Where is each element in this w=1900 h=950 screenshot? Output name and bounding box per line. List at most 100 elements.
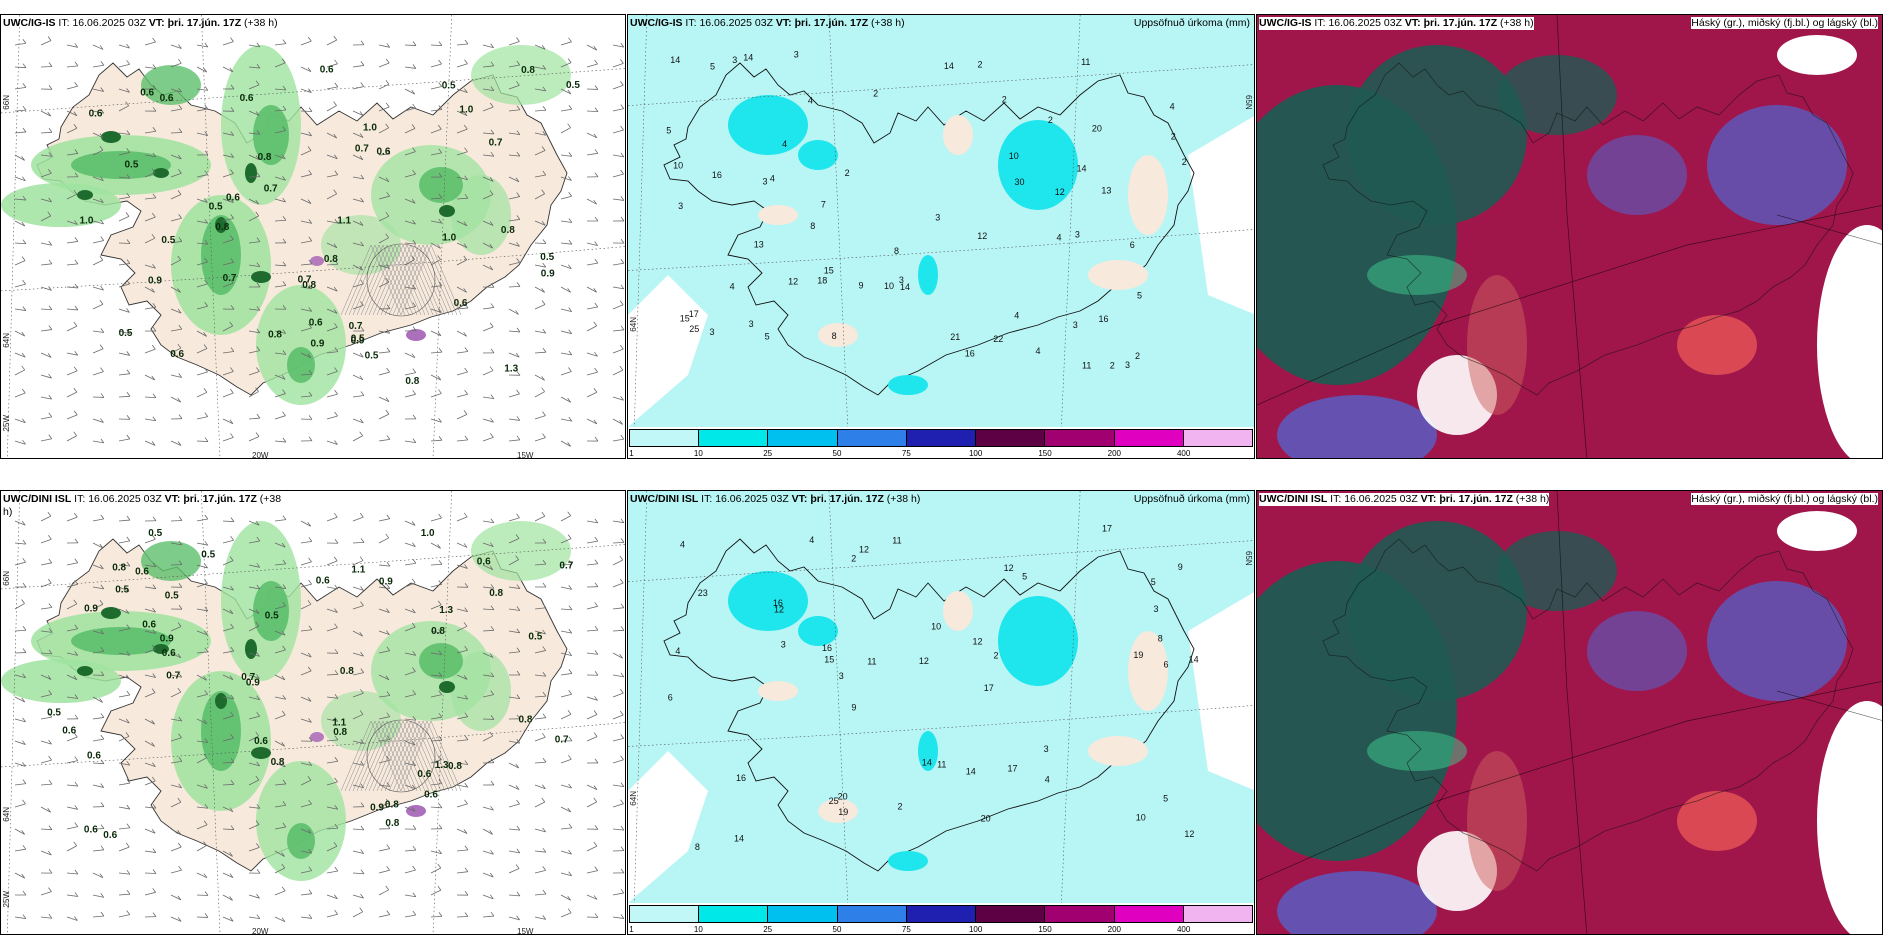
panel-header: UWC/DINI ISL IT: 16.06.2025 03Z VT: þri.… — [3, 493, 282, 518]
precip-area — [1777, 511, 1857, 551]
value-label: 0.6 — [135, 566, 149, 577]
value-label: 12 — [1184, 829, 1194, 839]
precip-area — [287, 347, 315, 383]
precip-area — [888, 375, 928, 395]
value-label: 0.6 — [170, 349, 184, 360]
value-label: 12 — [859, 544, 869, 554]
panel-bottom-middle-accum-precip: UWC/DINI ISL IT: 16.06.2025 03Z VT: þri.… — [627, 490, 1255, 935]
precip-area — [1347, 45, 1527, 225]
precip-area — [728, 571, 808, 631]
precip-purple — [406, 329, 426, 341]
value-label: 11 — [892, 535, 901, 545]
value-label: 0.8 — [489, 588, 503, 599]
precip-area — [1497, 55, 1617, 135]
iceland-outline — [1322, 538, 1854, 872]
precip-area — [998, 120, 1078, 210]
value-label: 11 — [937, 759, 946, 769]
precip-purple — [406, 805, 426, 817]
iceland-outline — [663, 62, 1195, 396]
value-label: 0.7 — [298, 274, 312, 285]
precip-area — [1497, 531, 1617, 611]
map-clouds-top — [1257, 15, 1882, 458]
value-label: 0.8 — [258, 152, 272, 163]
precip-area — [1367, 731, 1467, 771]
value-label: 1.0 — [442, 232, 456, 243]
colorbar-swatch — [699, 906, 769, 922]
panel-header: UWC/IG-IS IT: 16.06.2025 03Z VT: þri. 17… — [1259, 17, 1534, 30]
value-label: 12 — [1004, 563, 1014, 573]
precip-area — [1677, 315, 1757, 375]
lat-label-64: 64N — [2, 807, 11, 822]
colorbar-tick-label: 50 — [832, 449, 842, 458]
precip-area — [321, 691, 401, 751]
graticule — [1, 491, 625, 934]
colorbar-tick-label: 10 — [693, 449, 703, 458]
value-label: 3 — [839, 671, 844, 681]
colorbar-swatch — [837, 906, 907, 922]
lat-label-65-right: 65N — [1244, 551, 1253, 566]
value-label: 10 — [1009, 151, 1019, 161]
value-label: 0.6 — [89, 108, 103, 119]
value-label: 13 — [1101, 186, 1111, 196]
value-label: 4 — [1045, 774, 1050, 784]
lat-label-65-right: 65N — [1244, 95, 1253, 110]
value-label: 4 — [770, 174, 775, 184]
value-label: 14 — [1077, 163, 1087, 173]
precip-area — [153, 644, 169, 654]
value-label: 18 — [817, 275, 827, 285]
colorbar-ticks: 1 10 25 50 75 100 150 200 400 — [629, 449, 1253, 458]
value-label: 0.7 — [264, 184, 278, 195]
panel-top-right-clouds: UWC/IG-IS IT: 16.06.2025 03Z VT: þri. 17… — [1256, 14, 1883, 459]
map-clouds-bottom — [1257, 491, 1882, 934]
lat-label-64: 64N — [2, 333, 11, 348]
value-label: 17 — [1008, 763, 1018, 773]
value-label: 15 — [680, 313, 690, 323]
value-label: 20 — [981, 814, 991, 824]
precip-area — [253, 581, 289, 641]
value-label: 14 — [734, 834, 744, 844]
colorbar-swatch — [1045, 906, 1115, 922]
value-label: 6 — [668, 692, 673, 702]
value-label: 14 — [944, 61, 954, 71]
value-label: 7 — [821, 199, 826, 209]
value-label: 0.9 — [370, 802, 384, 813]
precip-area — [1, 659, 121, 703]
value-label: 0.7 — [355, 143, 369, 154]
value-label: 17 — [689, 309, 699, 319]
value-label: 16 — [712, 170, 722, 180]
precip-area — [998, 596, 1078, 686]
value-label: 0.9 — [351, 336, 365, 347]
precip-area — [1817, 701, 1882, 934]
value-label: 9 — [859, 281, 864, 291]
value-label: 10 — [1136, 813, 1146, 823]
value-label: 0.8 — [385, 818, 399, 829]
colorbar-tick-label: 200 — [1107, 925, 1122, 934]
colorbar-tick-label: 1 — [629, 925, 634, 934]
no-precip-area — [628, 751, 708, 903]
value-label: 0.7 — [223, 273, 237, 284]
wind-barbs — [14, 511, 625, 923]
value-label: 2 — [1048, 115, 1053, 125]
colorbar-tick-label: 50 — [832, 925, 842, 934]
value-label: 0.6 — [477, 557, 491, 568]
value-label: 8 — [695, 842, 700, 852]
value-label: 21 — [950, 332, 960, 342]
value-label: 0.6 — [142, 620, 156, 631]
value-label: 0.9 — [246, 678, 260, 689]
value-label: 3 — [1154, 604, 1159, 614]
value-label: 0.6 — [320, 64, 334, 75]
precip-area — [439, 681, 455, 693]
graticule — [1257, 15, 1882, 458]
colorbar-tick-label: 150 — [1038, 925, 1052, 934]
panel-top-left-wind-precip: UWC/IG-IS IT: 16.06.2025 03Z VT: þri. 17… — [0, 14, 626, 459]
panel-title-right: Uppsöfnuð úrkoma (mm) — [1133, 17, 1250, 29]
map-wind-precip-top: 0.71.00.61.00.80.50.60.80.60.60.51.11.30… — [1, 15, 625, 458]
value-label: 0.8 — [112, 563, 126, 574]
value-label: 2 — [1171, 132, 1176, 142]
value-label: 3 — [1075, 230, 1080, 240]
value-label: 14 — [966, 766, 976, 776]
value-label: 0.5 — [119, 328, 133, 339]
precip-area — [758, 205, 798, 225]
precip-area — [1777, 35, 1857, 75]
